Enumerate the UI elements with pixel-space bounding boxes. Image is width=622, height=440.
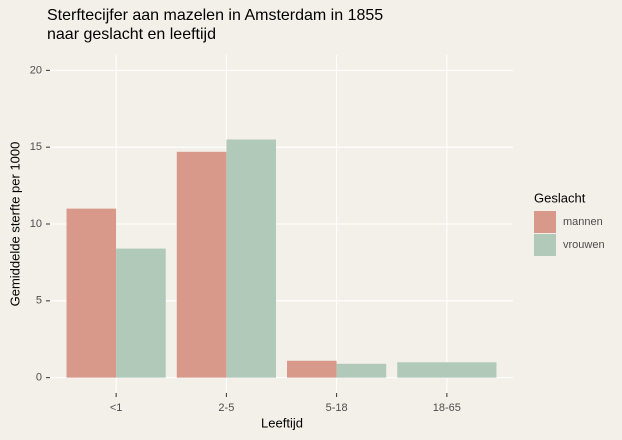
y-tick-label: 15 [30, 141, 42, 153]
y-tick-label: 0 [36, 372, 42, 384]
x-axis-label: Leeftijd [261, 415, 303, 430]
bar [287, 360, 337, 378]
x-tick-label: 18-65 [433, 402, 461, 414]
y-tick-label: 5 [36, 295, 42, 307]
legend-key [534, 211, 556, 233]
y-tick-label: 10 [30, 218, 42, 230]
x-tick-label: 2-5 [218, 402, 234, 414]
bar [397, 362, 497, 378]
y-tick-label: 20 [30, 64, 42, 76]
y-axis-label: Gemiddelde sterfte per 1000 [7, 142, 22, 307]
bar [336, 363, 387, 378]
bar [226, 139, 276, 378]
legend-title: Geslacht [534, 190, 586, 205]
legend-label: vrouwen [563, 239, 605, 251]
legend-key [534, 234, 556, 256]
chart-title: Sterftecijfer aan mazelen in Amsterdam i… [47, 7, 383, 43]
legend-label: mannen [563, 216, 603, 228]
x-tick-label: 5-18 [326, 402, 348, 414]
bar [66, 208, 117, 378]
bar [116, 248, 166, 378]
x-tick-label: <1 [110, 402, 123, 414]
bar [176, 151, 227, 378]
